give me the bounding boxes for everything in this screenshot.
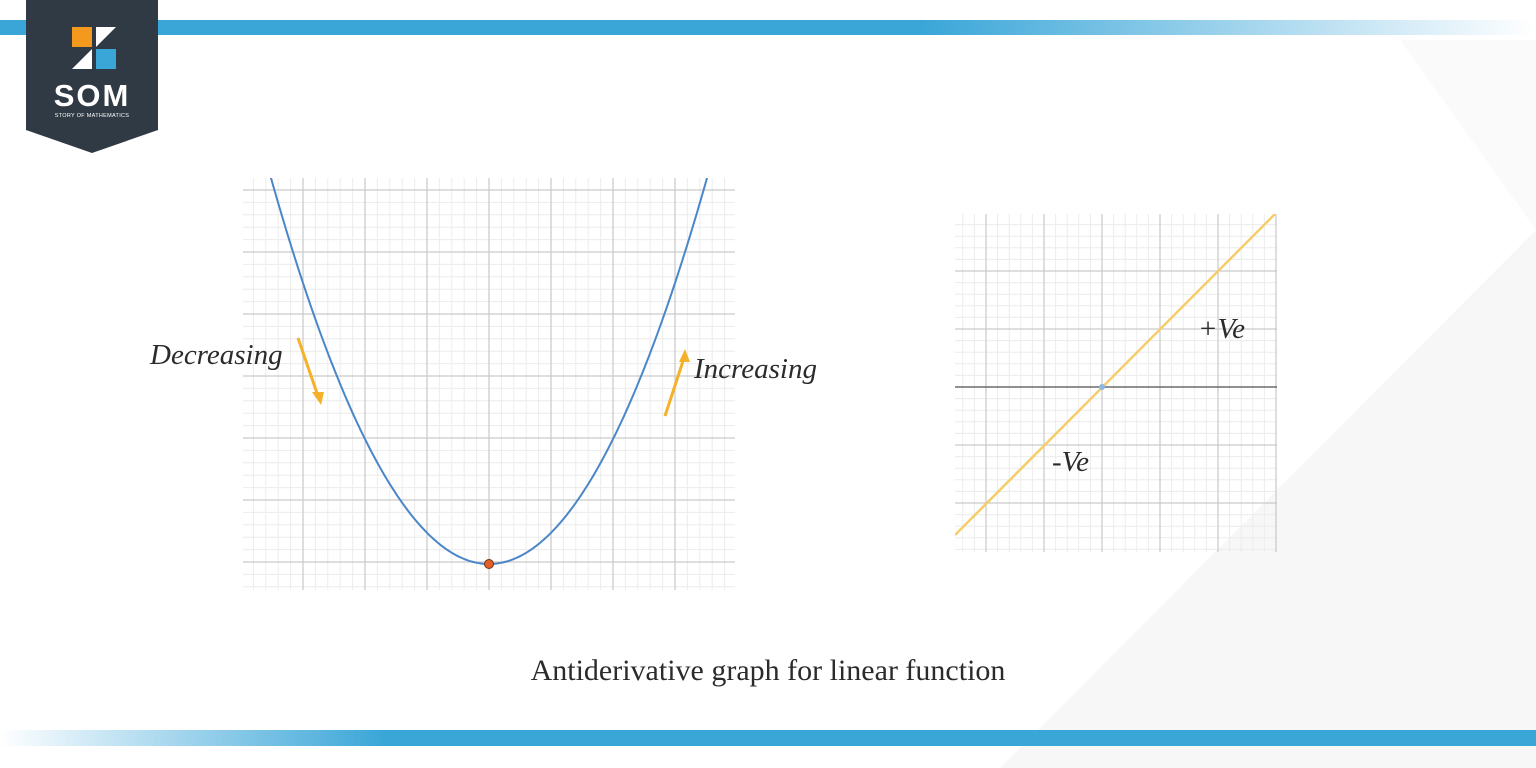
- top-accent-bar: [0, 20, 1536, 35]
- logo-text: SOM: [53, 78, 131, 113]
- linear-graph: [955, 214, 1277, 552]
- left-grid: [243, 178, 735, 590]
- caption: Antiderivative graph for linear function: [530, 654, 1006, 687]
- som-logo: SOM STORY OF MATHEMATICS: [26, 0, 158, 153]
- logo-blue-mark: [96, 49, 116, 69]
- increasing-arrow: [663, 349, 690, 417]
- logo-subtitle: STORY OF MATHEMATICS: [54, 113, 130, 119]
- negative-label: -Ve: [1052, 446, 1090, 478]
- positive-label: +Ve: [1198, 313, 1245, 345]
- decreasing-label: Decreasing: [150, 339, 283, 371]
- logo-badge-shape: [26, 0, 158, 153]
- logo-orange-mark: [72, 27, 92, 47]
- vertex-point: [484, 559, 494, 569]
- increasing-label: Increasing: [694, 353, 817, 385]
- linear-function-line: [955, 214, 1276, 536]
- bottom-accent-bar: [0, 730, 1536, 746]
- decreasing-arrow: [296, 337, 324, 405]
- origin-point: [1099, 384, 1105, 390]
- parabola-graph: [243, 178, 735, 590]
